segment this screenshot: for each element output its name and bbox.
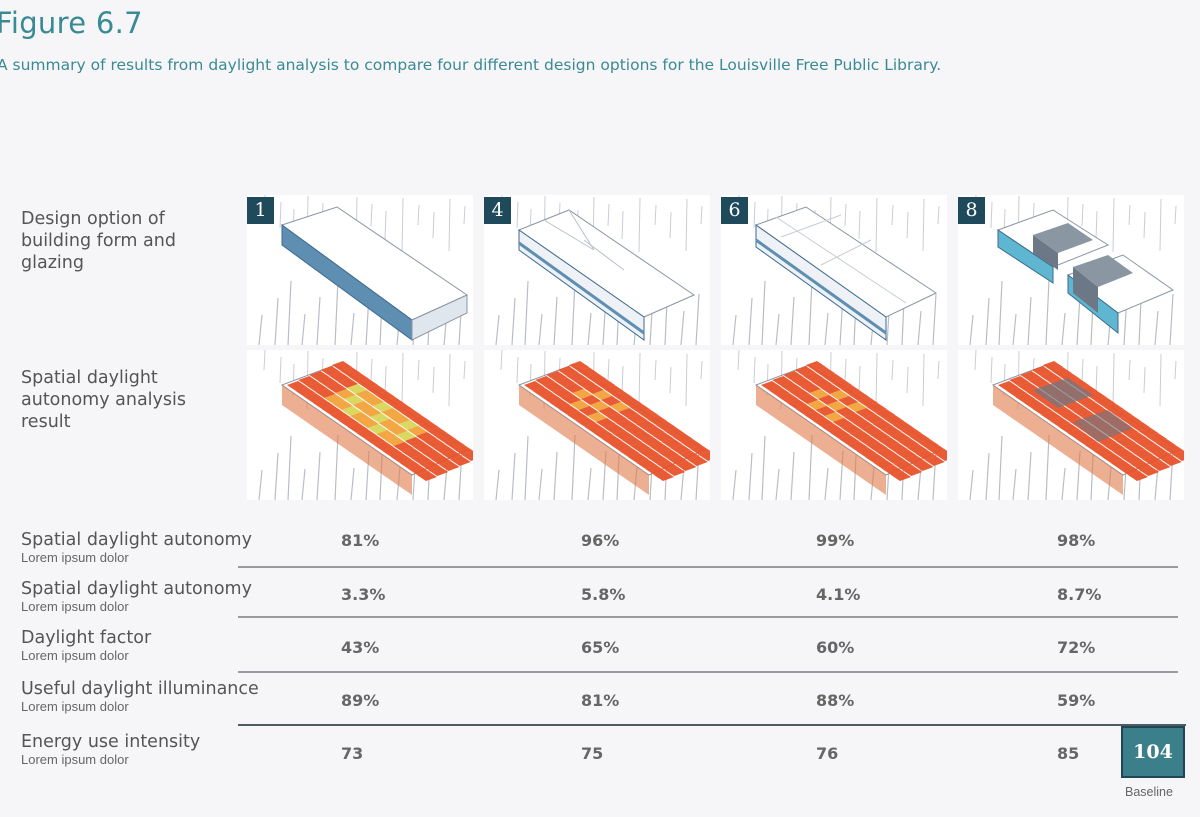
metric-value: 59%: [1057, 691, 1096, 710]
metric-value: 65%: [581, 638, 620, 657]
design-option-image: [484, 195, 710, 345]
metric-value: 8.7%: [1057, 585, 1102, 604]
daylight-analysis-image: [958, 350, 1184, 500]
row-divider: [238, 671, 1178, 673]
metric-sub-label: Lorem ipsum dolor: [21, 648, 129, 663]
metric-value: 43%: [341, 638, 380, 657]
metric-value: 5.8%: [581, 585, 626, 604]
metric-label-daylight-factor: Daylight factor Lorem ipsum dolor: [21, 627, 151, 663]
metric-sub-label: Lorem ipsum dolor: [21, 550, 129, 565]
metric-main-label: Daylight factor: [21, 628, 152, 648]
metric-sub-label: Lorem ipsum dolor: [21, 752, 129, 767]
option-number-badge: 4: [484, 197, 511, 224]
row-divider: [238, 724, 1186, 726]
option-number-badge: 6: [721, 197, 748, 224]
metric-value: 60%: [816, 638, 855, 657]
metric-value: 88%: [816, 691, 855, 710]
metric-value: 81%: [341, 531, 380, 550]
metric-main-label: Spatial daylight autonomy: [21, 579, 252, 599]
metric-sub-label: Lorem ipsum dolor: [21, 599, 129, 614]
metric-value: 72%: [1057, 638, 1096, 657]
row-divider: [238, 566, 1178, 568]
metric-value: 99%: [816, 531, 855, 550]
metric-label-udi: Useful daylight illuminance Lorem ipsum …: [21, 678, 259, 714]
row-label-design: Design option of building form and glazi…: [21, 209, 176, 273]
daylight-analysis-image: [721, 350, 947, 500]
row-label-analysis: Spatial daylight autonomy analysis resul…: [21, 368, 187, 432]
metric-value: 4.1%: [816, 585, 861, 604]
baseline-label: Baseline: [1125, 785, 1173, 799]
design-option-image: [958, 195, 1184, 345]
option-number-badge: 8: [958, 197, 985, 224]
metric-value: 73: [341, 744, 364, 763]
metric-label-sda: Spatial daylight autonomy Lorem ipsum do…: [21, 529, 252, 565]
metric-value: 85: [1057, 744, 1080, 763]
metric-value: 89%: [341, 691, 380, 710]
metric-value: 98%: [1057, 531, 1096, 550]
daylight-analysis-image: [484, 350, 710, 500]
metric-value: 3.3%: [341, 585, 386, 604]
metric-main-label: Energy use intensity: [21, 732, 201, 752]
metric-sub-label: Lorem ipsum dolor: [21, 699, 129, 714]
row-divider: [238, 616, 1178, 618]
figure-caption: A summary of results from daylight analy…: [0, 56, 942, 74]
metric-value: 75: [581, 744, 604, 763]
option-number-badge: 1: [247, 197, 274, 224]
metric-value: 96%: [581, 531, 620, 550]
daylight-analysis-image: [247, 350, 473, 500]
design-option-image: [247, 195, 473, 345]
metric-main-label: Useful daylight illuminance: [21, 679, 259, 699]
baseline-value-box: 104: [1121, 726, 1185, 778]
metric-value: 76: [816, 744, 839, 763]
metric-label-eui: Energy use intensity Lorem ipsum dolor: [21, 731, 200, 767]
metric-label-sda-2: Spatial daylight autonomy Lorem ipsum do…: [21, 578, 252, 614]
metric-main-label: Spatial daylight autonomy: [21, 530, 252, 550]
metric-value: 81%: [581, 691, 620, 710]
figure-title: Figure 6.7: [0, 6, 143, 40]
design-option-image: [721, 195, 947, 345]
